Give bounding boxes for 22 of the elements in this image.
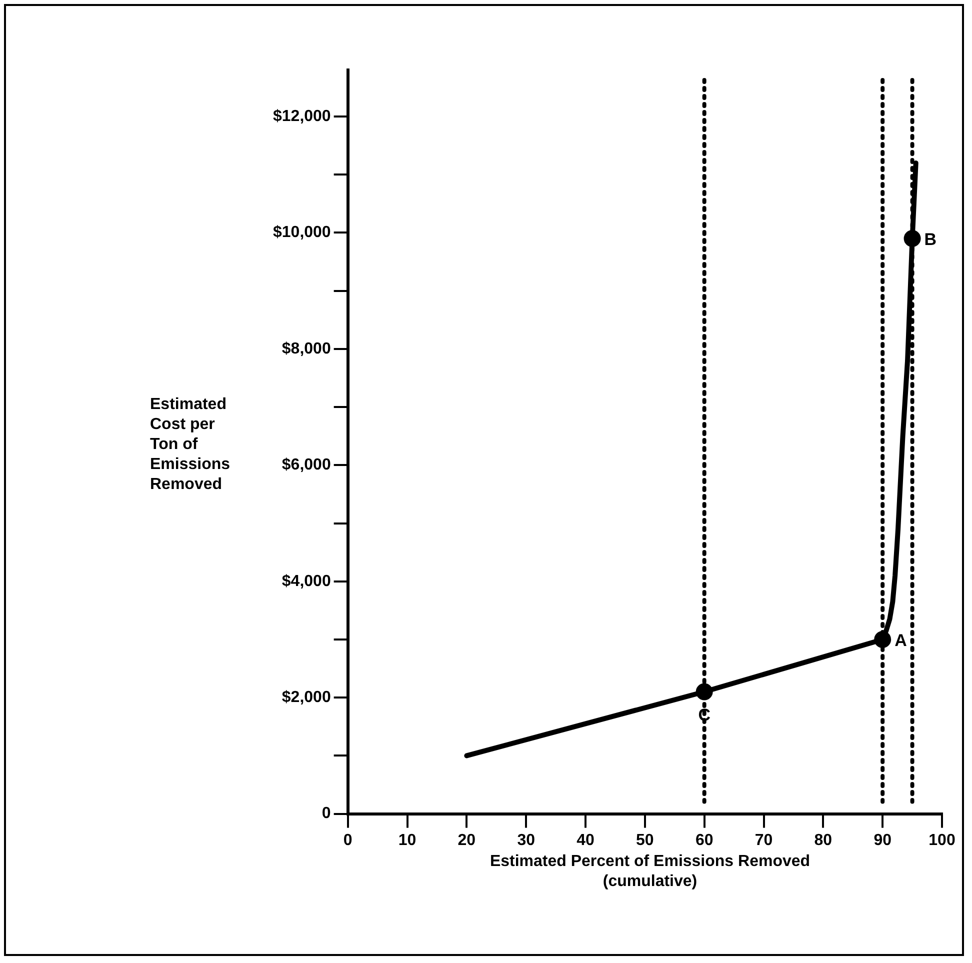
x-tick-label: 80 bbox=[814, 832, 832, 849]
annotation: A bbox=[894, 631, 907, 650]
y-tick-label: 0 bbox=[322, 805, 331, 822]
x-tick-label: 10 bbox=[398, 832, 416, 849]
y-tick-label: $12,000 bbox=[272, 108, 331, 125]
x-tick-label: 100 bbox=[928, 832, 956, 849]
x-axis-title: Estimated Percent of Emissions Removed (cumulative) bbox=[488, 852, 812, 892]
annotation: B bbox=[924, 230, 937, 250]
y-tick-label: $10,000 bbox=[272, 224, 331, 242]
x-tick-label: 30 bbox=[517, 832, 536, 849]
x-tick-label: 40 bbox=[576, 832, 594, 849]
x-tick-label: 0 bbox=[343, 832, 352, 849]
y-axis-title: Estimated Cost per Ton of Emissions Removed bbox=[150, 395, 230, 495]
x-tick-label: 50 bbox=[636, 832, 654, 849]
y-tick-label: $6,000 bbox=[282, 456, 331, 474]
y-tick-label: $8,000 bbox=[282, 340, 331, 358]
x-tick-label: 70 bbox=[754, 832, 773, 849]
x-tick-label: 90 bbox=[874, 832, 892, 849]
x-tick-label: 20 bbox=[458, 832, 476, 849]
y-tick-label: $4,000 bbox=[282, 572, 331, 590]
x-tick-label: 60 bbox=[695, 832, 714, 849]
y-tick-label: $2,000 bbox=[282, 688, 331, 706]
